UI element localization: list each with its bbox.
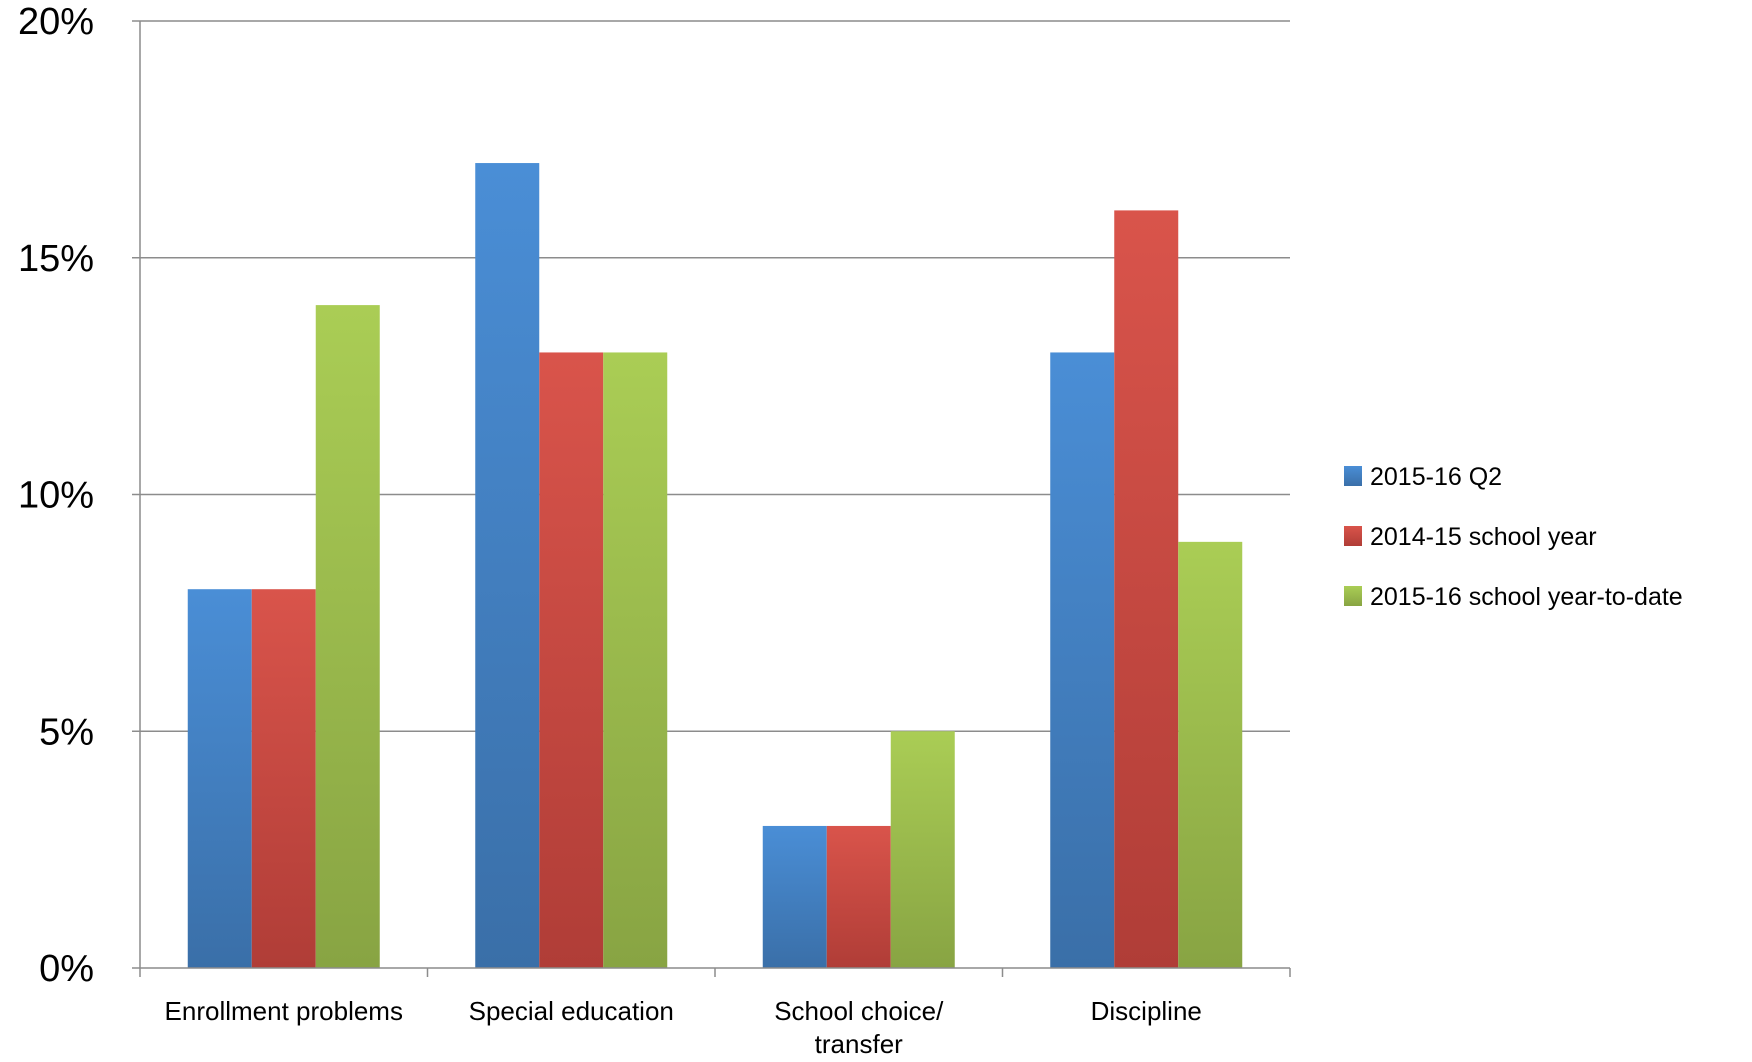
legend-label: 2014-15 school year bbox=[1370, 523, 1597, 551]
bar bbox=[1050, 352, 1115, 968]
bar bbox=[603, 352, 668, 968]
x-tick-label: Enrollment problems bbox=[165, 996, 403, 1026]
y-axis-ticks: 0% 5% 10% 15% 20% bbox=[18, 1, 140, 990]
y-tick-label: 15% bbox=[18, 238, 94, 280]
bar bbox=[251, 589, 316, 968]
bar bbox=[890, 731, 955, 968]
legend-swatch bbox=[1344, 586, 1362, 606]
x-tick-label: School choice/transfer bbox=[774, 996, 944, 1059]
y-tick-label: 5% bbox=[39, 711, 94, 753]
legend-label: 2015-16 Q2 bbox=[1370, 463, 1502, 491]
legend-label: 2015-16 school year-to-date bbox=[1370, 583, 1683, 611]
bars bbox=[187, 163, 1243, 969]
legend: 2015-16 Q2 2014-15 school year 2015-16 sch… bbox=[1344, 463, 1683, 611]
bar bbox=[539, 352, 604, 968]
bar bbox=[1114, 210, 1179, 968]
x-tick-label: Discipline bbox=[1091, 996, 1202, 1026]
x-axis-ticks: Enrollment problems Special education Scho… bbox=[139, 968, 1291, 1059]
bar bbox=[826, 825, 891, 968]
y-tick-label: 0% bbox=[39, 948, 94, 990]
legend-swatch bbox=[1344, 466, 1362, 486]
x-tick-label: Special education bbox=[469, 996, 674, 1026]
y-tick-label: 10% bbox=[18, 475, 94, 517]
bar bbox=[315, 305, 380, 969]
y-tick-label: 20% bbox=[18, 1, 94, 43]
bar bbox=[1178, 541, 1243, 968]
bar bbox=[762, 825, 827, 968]
bar bbox=[187, 589, 252, 968]
legend-swatch bbox=[1344, 526, 1362, 546]
bar bbox=[475, 163, 540, 969]
